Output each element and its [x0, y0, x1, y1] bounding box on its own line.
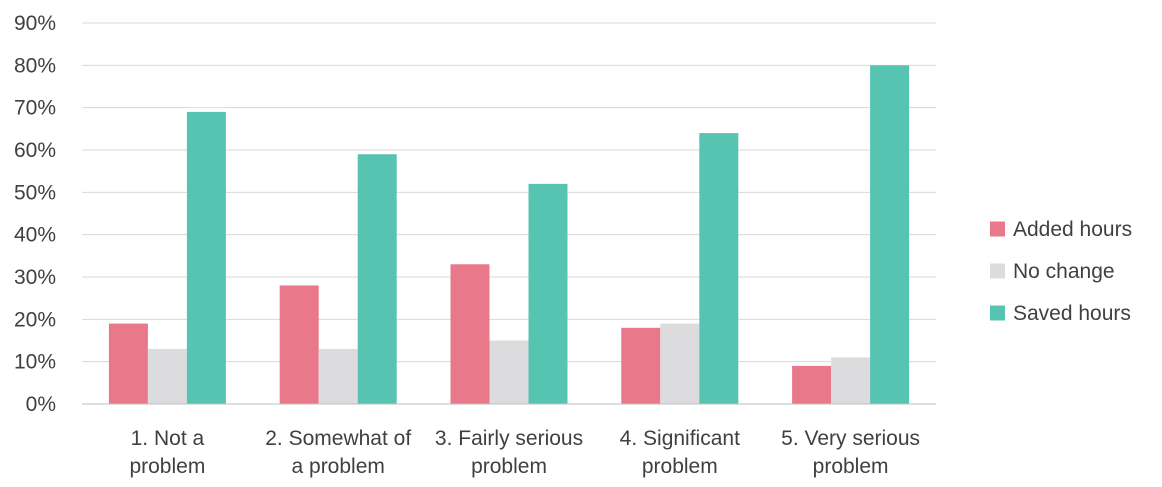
x-tick-label-line: 1. Not a	[131, 427, 205, 450]
legend-label: Added hours	[1013, 218, 1132, 241]
legend-label: Saved hours	[1013, 302, 1131, 325]
y-tick-label: 70%	[14, 97, 56, 120]
bar-no-change	[318, 348, 358, 404]
x-tick-label: 5. Very serious problem	[781, 427, 920, 478]
x-tick-label-line: problem	[642, 455, 718, 478]
y-tick-label: 10%	[14, 351, 56, 374]
x-tick-label-line: 5. Very serious	[781, 427, 920, 450]
x-tick-label: 4. Significant problem	[620, 427, 740, 478]
y-tick-label: 0%	[26, 393, 56, 416]
x-tick-label: 3. Fairly serious problem	[435, 427, 583, 478]
y-tick-label: 40%	[14, 224, 56, 247]
y-tick-label: 50%	[14, 181, 56, 204]
y-tick-label: 90%	[14, 12, 56, 35]
bar-saved-hours	[528, 183, 568, 404]
legend-item: Added hours	[990, 218, 1132, 241]
legend-item: No change	[990, 260, 1115, 283]
bar-added-hours	[279, 285, 319, 404]
bar-added-hours	[108, 323, 148, 404]
bar-no-change	[489, 340, 529, 404]
bar-added-hours	[792, 365, 832, 404]
x-tick-label-line: 3. Fairly serious	[435, 427, 583, 450]
bar-added-hours	[621, 327, 661, 404]
y-tick-label: 30%	[14, 266, 56, 289]
x-axis-tick-labels: 1. Not a problem 2. Somewhat of a problem 3.…	[129, 427, 920, 478]
bar-no-change	[831, 357, 871, 404]
x-tick-label: 2. Somewhat of a problem	[265, 427, 411, 478]
x-tick-label-line: problem	[813, 455, 889, 478]
legend-swatch	[990, 221, 1005, 237]
legend: Added hours No change Saved hours	[990, 218, 1132, 325]
bar-added-hours	[450, 264, 490, 404]
y-tick-label: 80%	[14, 54, 56, 77]
y-axis-tick-labels: 0% 10% 20% 30% 40% 50% 60% 70% 80% 90%	[14, 12, 56, 416]
x-tick-label-line: 4. Significant	[620, 427, 740, 450]
legend-label: No change	[1013, 260, 1115, 283]
bar-no-change	[147, 348, 187, 404]
bar-saved-hours	[186, 111, 226, 405]
bar-no-change	[660, 323, 700, 404]
legend-swatch	[990, 305, 1005, 321]
y-tick-label: 20%	[14, 308, 56, 331]
legend-item: Saved hours	[990, 302, 1131, 325]
x-tick-label-line: problem	[471, 455, 547, 478]
bar-saved-hours	[699, 133, 739, 405]
bars	[108, 65, 910, 405]
legend-swatch	[990, 263, 1005, 279]
x-tick-label-line: 2. Somewhat of	[265, 427, 411, 450]
y-tick-label: 60%	[14, 139, 56, 162]
bar-saved-hours	[357, 154, 397, 404]
x-tick-label: 1. Not a problem	[129, 427, 205, 478]
bar-saved-hours	[870, 65, 910, 404]
x-tick-label-line: a problem	[292, 455, 385, 478]
x-tick-label-line: problem	[129, 455, 205, 478]
